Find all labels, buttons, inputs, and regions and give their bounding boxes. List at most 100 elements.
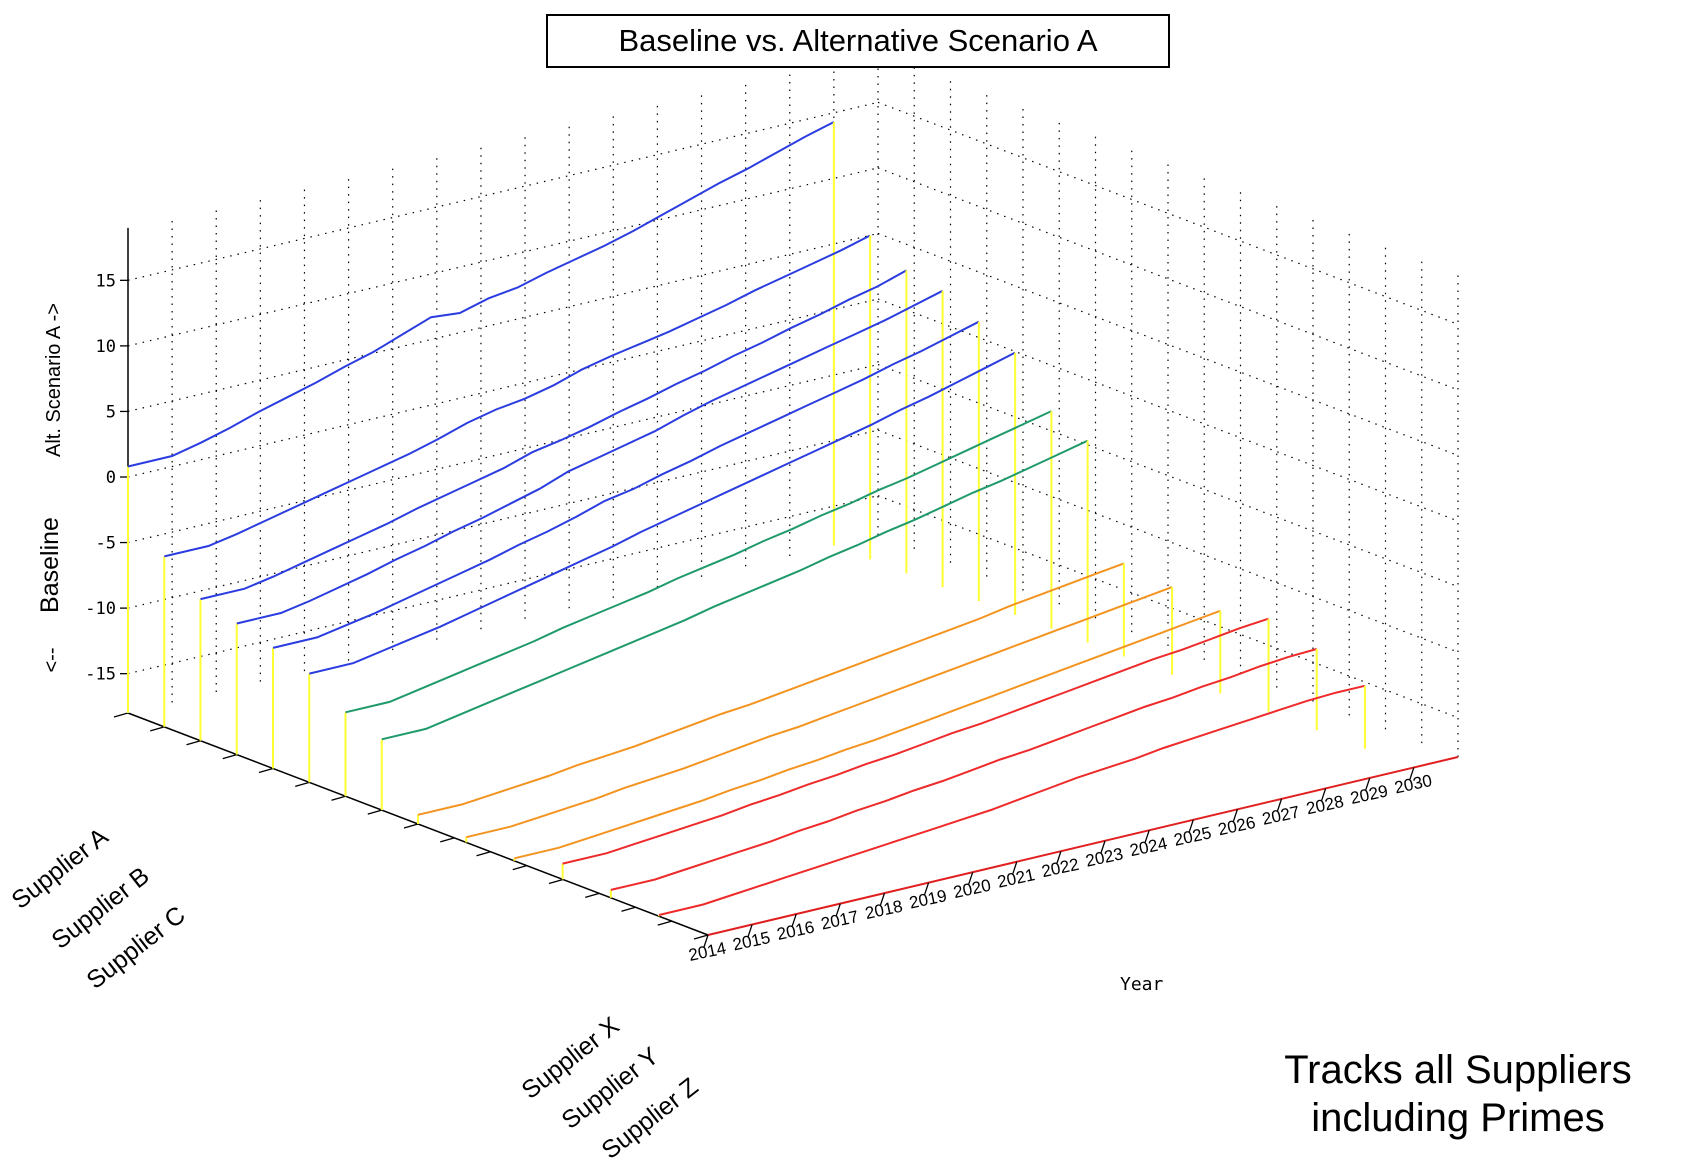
series-group — [344, 410, 1053, 797]
year-tick-label: 2028 — [1305, 792, 1346, 818]
series-line — [610, 648, 1317, 891]
series-line — [417, 562, 1125, 816]
year-tick-label: 2026 — [1216, 813, 1257, 839]
year-tick-label: 2023 — [1084, 844, 1125, 870]
grid-line — [877, 167, 1459, 391]
year-tick-label: 2024 — [1128, 834, 1169, 860]
series-group — [658, 684, 1366, 917]
series-line — [345, 410, 1052, 714]
year-tick-label: 2020 — [952, 876, 993, 902]
year-tick-label: 2018 — [863, 897, 904, 923]
supplier-tick — [186, 740, 201, 746]
year-tick-label: 2015 — [731, 928, 772, 954]
series-line — [309, 351, 1016, 675]
grid-line — [877, 298, 1459, 522]
year-axis-line — [707, 756, 1459, 936]
year-tick — [879, 892, 886, 906]
year-tick-label: 2016 — [775, 918, 816, 944]
year-tick — [747, 924, 753, 937]
z-tick-label: 5 — [106, 402, 116, 422]
grid-line — [127, 298, 879, 478]
supplier-tick — [150, 726, 165, 732]
series-group — [127, 121, 835, 713]
series-layer — [127, 121, 1366, 917]
z-tick-label: 0 — [106, 468, 116, 488]
supplier-tick — [621, 906, 636, 912]
year-tick — [1232, 809, 1239, 822]
series-line — [272, 320, 980, 649]
series-line — [465, 586, 1173, 839]
series-group — [465, 586, 1174, 843]
year-tick-label: 2027 — [1260, 802, 1301, 828]
year-tick — [1276, 798, 1283, 812]
year-tick — [1365, 777, 1371, 791]
z-tick-label: -5 — [96, 534, 116, 554]
year-tick-label: 2019 — [907, 886, 948, 912]
series-group — [199, 269, 908, 741]
grid-line — [127, 363, 879, 544]
supplier-tick — [657, 920, 672, 926]
grid-line — [127, 101, 879, 281]
year-tick-label: 2017 — [819, 907, 860, 933]
series-group — [235, 289, 944, 755]
year-tick — [1188, 819, 1194, 833]
grid-line — [127, 232, 879, 413]
series-line — [562, 617, 1269, 865]
year-tick-label: 2022 — [1040, 855, 1081, 881]
year-tick — [1012, 861, 1018, 874]
supplier-tick — [113, 712, 129, 718]
year-tick-label: 2030 — [1393, 771, 1434, 797]
year-tick — [791, 913, 797, 927]
year-tick — [1321, 788, 1327, 801]
year-tick — [1409, 767, 1415, 780]
z-tick-label: -10 — [85, 599, 116, 619]
year-tick — [1056, 851, 1062, 864]
supplier-tick — [476, 851, 491, 857]
grid-line — [877, 101, 1459, 325]
series-line — [381, 439, 1089, 741]
supplier-tick — [693, 934, 709, 940]
series-group — [380, 439, 1089, 811]
grid-line — [127, 167, 879, 347]
series-line — [127, 121, 835, 468]
z-axis-label-upper: Alt. Scenario A -> — [43, 303, 65, 457]
grid-line — [877, 363, 1459, 588]
z-axis-label-lower: Baseline — [36, 517, 64, 613]
supplier-tick — [548, 878, 564, 885]
series-group — [417, 562, 1125, 824]
series-line — [164, 234, 871, 558]
series-group — [308, 351, 1017, 783]
year-tick-label: 2014 — [687, 938, 728, 964]
series-line — [658, 684, 1366, 916]
z-tick-label: 10 — [96, 337, 116, 357]
year-tick-label: 2025 — [1172, 823, 1213, 849]
year-tick-label: 2021 — [996, 865, 1037, 891]
annotation-text: Tracks all Suppliers including Primes — [1284, 1048, 1632, 1140]
series-line — [236, 289, 944, 625]
chart-title: Baseline vs. Alternative Scenario A — [546, 14, 1170, 68]
series-line — [514, 609, 1221, 860]
series-group — [272, 320, 980, 769]
year-tick — [968, 871, 974, 885]
year-tick — [703, 934, 709, 948]
supplier-tick — [367, 809, 382, 815]
supplier-tick — [512, 865, 527, 871]
series-group — [163, 234, 872, 727]
series-line — [200, 269, 907, 601]
year-tick — [923, 882, 930, 895]
series-group — [609, 648, 1318, 898]
supplier-tick — [403, 823, 419, 829]
grid-line — [127, 429, 879, 609]
grid-line — [877, 495, 1459, 719]
x-axis-label: Year — [1120, 974, 1164, 995]
grid-layer — [127, 49, 1459, 757]
z-axis-label-arrow: <-- — [41, 648, 63, 673]
year-tick-label: 2029 — [1349, 781, 1390, 807]
grid-line — [127, 495, 879, 675]
supplier-tick — [585, 892, 600, 898]
year-tick — [1100, 840, 1106, 853]
grid-line — [877, 429, 1459, 653]
year-tick — [835, 903, 841, 916]
